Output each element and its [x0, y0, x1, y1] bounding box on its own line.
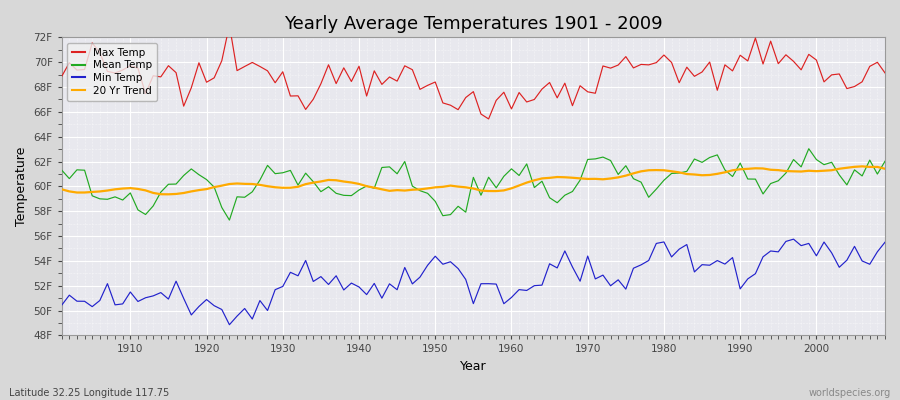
- Y-axis label: Temperature: Temperature: [15, 147, 28, 226]
- X-axis label: Year: Year: [460, 360, 487, 373]
- Text: Latitude 32.25 Longitude 117.75: Latitude 32.25 Longitude 117.75: [9, 388, 169, 398]
- Title: Yearly Average Temperatures 1901 - 2009: Yearly Average Temperatures 1901 - 2009: [284, 15, 662, 33]
- Text: worldspecies.org: worldspecies.org: [809, 388, 891, 398]
- Legend: Max Temp, Mean Temp, Min Temp, 20 Yr Trend: Max Temp, Mean Temp, Min Temp, 20 Yr Tre…: [67, 42, 158, 101]
